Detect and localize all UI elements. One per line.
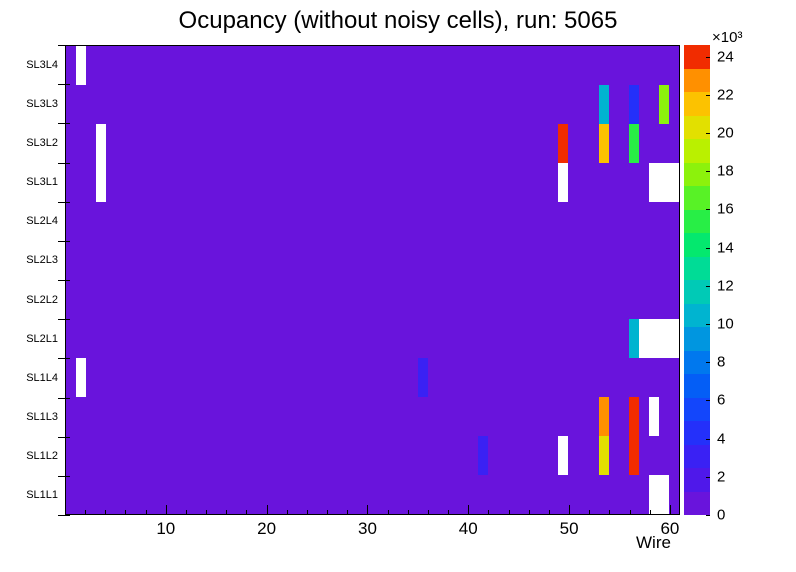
colorbar-segment [684, 92, 710, 116]
colorbar-segment [684, 256, 710, 281]
colorbar-tick-label: 8 [717, 353, 726, 371]
heatmap-cell [628, 319, 639, 358]
heatmap-cell [96, 163, 107, 202]
x-axis-tick-label: 20 [257, 519, 277, 538]
heatmap-cell [648, 319, 659, 358]
colorbar-segment [684, 162, 710, 187]
y-axis-label: SL2L3 [26, 254, 58, 267]
heatmap-cell [658, 163, 669, 202]
y-axis-label: SL1L2 [26, 450, 58, 463]
colorbar-segment [684, 327, 710, 351]
colorbar-segment [684, 209, 710, 234]
colorbar-tick-label: 20 [717, 124, 734, 142]
heatmap-cell [628, 436, 639, 475]
colorbar-tick-label: 10 [717, 315, 734, 333]
x-axis-tick-label: 60 [660, 519, 680, 538]
colorbar-tick-label: 24 [717, 48, 734, 65]
heatmap-cell [598, 123, 609, 163]
colorbar-tick-label: 4 [717, 430, 726, 448]
colorbar-tick-label: 6 [717, 391, 726, 409]
heatmap-cell [598, 397, 609, 436]
y-axis-label: SL2L4 [26, 215, 58, 228]
y-axis-label: SL3L3 [26, 97, 58, 110]
colorbar-segment [684, 491, 710, 516]
heatmap-cell [417, 357, 428, 397]
colorbar-tick-label: 18 [717, 162, 734, 180]
heatmap-cell [648, 475, 659, 514]
x-axis-tick-label: 50 [559, 519, 579, 538]
heatmap-cell [648, 163, 659, 202]
y-axis-tick [58, 515, 70, 516]
colorbar-tick-label: 2 [717, 468, 726, 486]
x-axis-tick-label: 10 [156, 519, 176, 538]
heatmap-cell [628, 123, 639, 163]
colorbar-segment [684, 280, 710, 304]
chart-title: Ocupancy (without noisy cells), run: 506… [178, 7, 618, 34]
y-axis-label: SL2L2 [26, 293, 58, 306]
colorbar-segment [684, 186, 710, 210]
heatmap-cell [96, 123, 107, 163]
heatmap-cell [638, 319, 649, 358]
heatmap-cell [658, 475, 669, 514]
heatmap-cell [76, 46, 87, 85]
y-axis-label: SL1L1 [26, 489, 58, 502]
heatmap-cell [558, 123, 569, 163]
heatmap-cell [628, 84, 639, 124]
y-axis-label: SL3L2 [26, 136, 58, 149]
colorbar-segment [684, 233, 710, 257]
y-axis-label: SL1L3 [26, 411, 58, 424]
x-axis-tick-label: 40 [458, 519, 478, 538]
heatmap-cell [558, 163, 569, 202]
heatmap-cell [628, 397, 639, 436]
colorbar [684, 45, 710, 516]
colorbar-segment [684, 68, 710, 93]
colorbar-segment [684, 374, 710, 398]
colorbar-tick-label: 12 [717, 277, 734, 295]
heatmap-cell [598, 84, 609, 124]
colorbar-segment [684, 45, 710, 69]
x-axis-title: Wire [636, 533, 671, 552]
colorbar-segment [684, 139, 710, 163]
colorbar-segment [684, 115, 710, 140]
y-axis-label: SL1L4 [26, 371, 58, 384]
colorbar-segment [684, 444, 710, 469]
colorbar-segment [684, 350, 710, 375]
heatmap-cell [478, 436, 489, 475]
y-axis-label: SL2L1 [26, 332, 58, 345]
colorbar-tick-label: 0 [717, 506, 726, 524]
y-axis-label: SL3L1 [26, 176, 58, 189]
x-axis-tick-label: 30 [357, 519, 377, 538]
heatmap-cell [668, 319, 679, 358]
heatmap-plot-area [65, 45, 680, 515]
colorbar-segment [684, 303, 710, 328]
heatmap-cell [658, 319, 669, 358]
heatmap-cell [558, 436, 569, 475]
colorbar-tick-label: 16 [717, 200, 734, 218]
colorbar-segment [684, 397, 710, 422]
colorbar-segment [684, 468, 710, 492]
heatmap-cell [76, 357, 87, 397]
heatmap-cell [668, 163, 679, 202]
heatmap-cell [598, 436, 609, 475]
colorbar-tick-label: 22 [717, 86, 734, 104]
colorbar-segment [684, 421, 710, 445]
y-axis-label: SL3L4 [26, 58, 58, 71]
colorbar-tick-label: 14 [717, 239, 734, 257]
heatmap-cell [648, 397, 659, 436]
heatmap-cell [658, 84, 669, 124]
